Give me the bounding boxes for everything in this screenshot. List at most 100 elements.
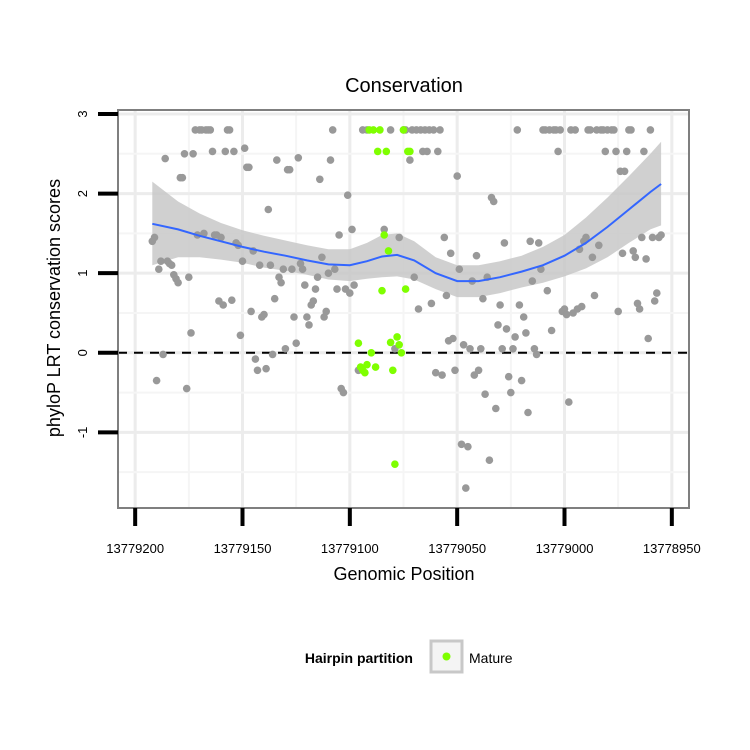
background-point [152,376,161,385]
background-point [610,126,618,134]
background-point [614,307,622,316]
background-point [348,225,356,234]
background-point [335,231,343,239]
background-point [472,251,481,260]
background-point [305,321,313,329]
legend-title: Hairpin partition [305,650,413,666]
background-point [228,296,236,305]
background-point [457,440,466,449]
background-point [524,408,532,417]
background-point [262,364,270,373]
background-point [601,147,610,156]
mature-point [386,338,395,347]
background-point [431,368,440,377]
background-point [268,350,277,359]
background-point [221,147,230,156]
background-point [386,126,395,134]
mature-point [399,126,408,134]
background-point [322,307,331,316]
y-tick-label: 1 [75,270,90,277]
background-point [309,297,318,305]
background-point [333,285,341,293]
background-point [453,172,462,180]
background-point [189,150,197,158]
background-point [245,163,253,172]
background-point [270,294,279,303]
background-point [498,345,507,353]
mature-point [395,341,404,349]
background-point [380,225,389,234]
background-point [459,341,468,349]
background-point [279,265,288,274]
background-point [294,154,303,162]
background-point [161,154,169,163]
y-axis-label: phyloP LRT conservation scores [44,179,64,437]
background-point [464,442,472,451]
background-point [434,147,442,156]
background-point [511,333,519,341]
mature-point [361,368,369,377]
background-point [288,265,296,274]
background-point [466,345,474,353]
background-point [251,355,260,363]
x-axis-label: Genomic Position [333,564,474,584]
background-point [489,197,498,206]
background-point [635,305,644,313]
background-point [556,126,564,134]
mature-point [401,285,410,293]
mature-point [367,349,376,357]
background-point [187,329,195,337]
background-point [350,281,358,289]
background-point [318,253,326,262]
background-point [522,329,530,337]
background-point [565,398,573,406]
background-point [451,366,459,375]
background-point [150,233,159,242]
background-point [260,310,268,319]
mature-point [373,147,382,156]
background-point [253,366,262,375]
background-point [519,313,528,321]
background-point [343,191,352,199]
background-point [477,345,485,353]
y-tick-label: -1 [75,427,90,439]
background-point [496,301,504,309]
background-point [266,261,275,270]
background-point [440,233,449,242]
x-tick-label: 13779150 [214,541,272,556]
background-point [586,126,595,134]
background-point [526,237,534,246]
background-point [178,173,187,182]
y-axis: -1 0 1 2 3 [75,110,118,438]
legend-key-mature [442,652,451,661]
background-point [311,285,320,293]
background-point [303,313,311,321]
x-tick-label: 13779000 [536,541,594,556]
background-point [217,233,225,242]
mature-point [378,286,386,295]
background-point [562,310,571,319]
background-point [247,307,255,316]
background-point [238,257,247,266]
mature-point [393,333,401,341]
background-point [653,289,661,297]
background-point [230,147,238,156]
background-point [595,241,603,250]
mature-point [406,147,414,156]
legend-label-mature: Mature [469,650,513,666]
background-point [155,265,163,274]
background-point [543,286,552,295]
x-tick-label: 13779100 [321,541,379,556]
background-point [346,289,354,297]
background-point [631,253,640,262]
background-point [640,147,648,156]
background-point [455,265,464,274]
plot-border [117,109,690,509]
background-point [442,291,451,300]
confidence-band-area [152,141,662,298]
background-point [331,265,339,274]
background-point [236,331,245,340]
background-point [225,126,234,134]
background-point [208,147,217,156]
background-point [507,388,515,397]
